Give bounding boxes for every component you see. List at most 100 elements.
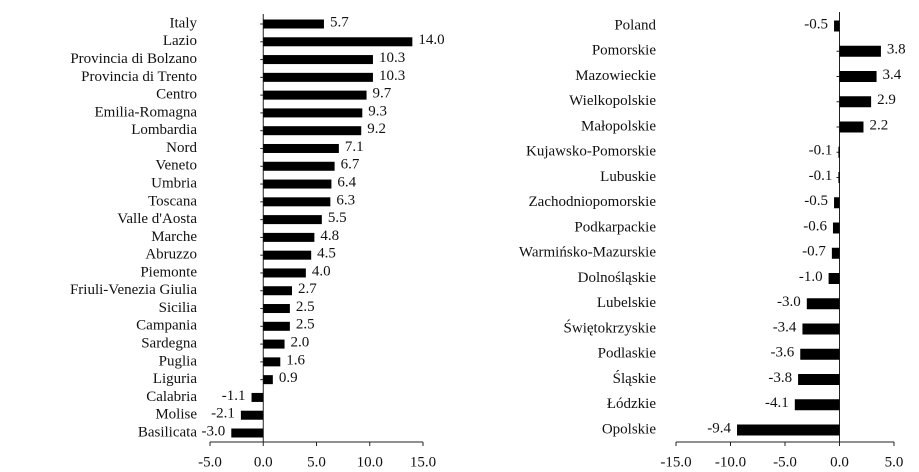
category-label: Marche	[151, 229, 197, 245]
category-label: Małopolskie	[581, 118, 656, 134]
bar	[251, 392, 264, 402]
x-tick-label: -15.0	[660, 454, 691, 470]
bar	[263, 108, 363, 118]
category-label: Basilicata	[138, 424, 197, 440]
value-label: 5.5	[328, 210, 347, 226]
value-label: 3.8	[887, 42, 906, 58]
value-label: -4.1	[765, 395, 789, 411]
category-label: Wielkopolskie	[569, 93, 656, 109]
x-tick-label: 10.0	[357, 454, 383, 470]
x-tick-label: 0.0	[830, 454, 849, 470]
value-label: 10.3	[379, 50, 405, 66]
bar	[798, 374, 840, 385]
bar	[263, 19, 324, 29]
value-label: 2.9	[877, 92, 896, 108]
x-tick-label: -10.0	[715, 454, 746, 470]
category-label: Mazowieckie	[575, 68, 656, 84]
category-label: Lazio	[163, 33, 197, 49]
category-label: Liguria	[153, 371, 197, 387]
category-label: Toscana	[148, 193, 197, 209]
x-tick-label: 0.0	[254, 454, 273, 470]
bar	[263, 37, 413, 47]
bar	[263, 72, 373, 82]
bar	[231, 428, 264, 438]
value-label: -3.6	[771, 345, 795, 361]
x-tick-label: 5.0	[885, 454, 904, 470]
value-label: 4.8	[320, 228, 339, 244]
x-tick-label: 15.0	[410, 454, 436, 470]
value-label: -0.5	[804, 16, 828, 32]
bar	[834, 197, 840, 209]
bar	[263, 286, 293, 296]
bar	[263, 143, 339, 153]
bar	[263, 250, 312, 260]
bar	[802, 323, 840, 335]
value-label: 5.7	[330, 14, 349, 30]
value-label: -1.0	[799, 269, 823, 285]
value-label: 2.2	[869, 117, 888, 133]
category-label: Podlaskie	[598, 346, 657, 362]
value-label: 2.7	[298, 281, 317, 297]
value-label: 4.5	[317, 246, 336, 262]
x-tick-label: -5.0	[773, 454, 797, 470]
x-tick-label: 5.0	[307, 454, 326, 470]
value-label: 10.3	[379, 68, 405, 84]
category-label: Łódzkie	[607, 396, 656, 412]
bar	[263, 321, 290, 331]
category-label: Umbria	[151, 175, 197, 191]
bar	[839, 45, 881, 57]
value-label: -1.1	[222, 388, 246, 404]
bar	[263, 90, 367, 100]
bar	[737, 424, 840, 436]
bar	[263, 304, 290, 314]
value-label: 9.7	[373, 86, 392, 102]
bar	[800, 348, 840, 360]
value-label: -9.4	[707, 420, 731, 436]
bar	[263, 179, 332, 189]
bar	[834, 20, 840, 32]
category-label: Valle d'Aosta	[117, 211, 197, 227]
category-label: Warmińsko-Mazurskie	[519, 245, 656, 261]
value-label: 4.0	[312, 263, 331, 279]
bar	[263, 215, 322, 225]
value-label: -2.1	[211, 406, 235, 422]
value-label: 6.7	[341, 157, 360, 173]
category-label: Piemonte	[140, 264, 197, 280]
bar	[263, 232, 315, 242]
value-label: 9.2	[367, 121, 386, 137]
bar	[794, 399, 840, 411]
value-label: -0.6	[803, 218, 827, 234]
category-label: Śląskie	[613, 370, 657, 387]
category-label: Kujawsko-Pomorskie	[526, 144, 656, 160]
value-label: 2.5	[296, 299, 315, 315]
value-label: 9.3	[368, 103, 387, 119]
bar	[839, 96, 872, 108]
value-label: 1.6	[286, 352, 305, 368]
category-label: Puglia	[159, 353, 198, 369]
x-tick-label: -5.0	[198, 454, 222, 470]
category-label: Friuli-Venezia Giulia	[70, 282, 197, 298]
category-label: Provincia di Trento	[81, 69, 197, 85]
category-label: Abruzzo	[145, 247, 197, 263]
bar	[263, 268, 306, 278]
bar	[806, 298, 840, 310]
value-label: 2.0	[291, 335, 310, 351]
bar	[263, 375, 273, 385]
value-label: -0.1	[809, 143, 833, 159]
value-label: 7.1	[345, 139, 364, 155]
value-label: -3.4	[773, 319, 797, 335]
bar	[832, 222, 840, 234]
bar	[838, 172, 840, 183]
value-label: 6.4	[337, 174, 356, 190]
bar	[263, 197, 331, 207]
category-label: Nord	[166, 140, 197, 156]
value-label: 6.3	[336, 192, 355, 208]
bar	[263, 357, 281, 367]
bar	[828, 273, 840, 284]
category-label: Molise	[155, 407, 197, 423]
category-label: Sardegna	[141, 336, 197, 352]
category-label: Italy	[170, 15, 198, 31]
category-label: Opolskie	[602, 421, 657, 437]
value-label: -3.0	[202, 423, 226, 439]
